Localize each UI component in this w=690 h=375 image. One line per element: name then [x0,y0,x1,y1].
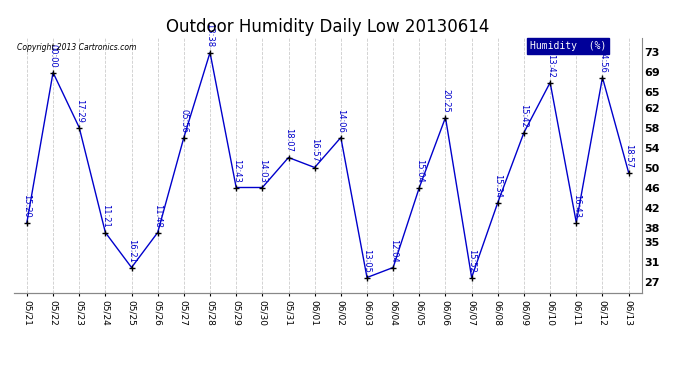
Text: 18:07: 18:07 [284,129,293,153]
Text: 14:06: 14:06 [336,109,345,132]
Title: Outdoor Humidity Daily Low 20130614: Outdoor Humidity Daily Low 20130614 [166,18,489,36]
Text: 13:38: 13:38 [206,23,215,48]
Text: 15:52: 15:52 [467,249,476,273]
Text: 15:04: 15:04 [415,159,424,183]
Text: 18:57: 18:57 [624,144,633,168]
Text: 13:42: 13:42 [546,54,555,78]
Text: 16:43: 16:43 [572,194,581,217]
Text: 00:00: 00:00 [48,44,57,68]
Text: 11:48: 11:48 [153,204,162,228]
Text: 15:34: 15:34 [493,174,502,198]
Text: 17:29: 17:29 [75,99,83,123]
Text: 14:03: 14:03 [258,159,267,183]
Text: 15:20: 15:20 [22,194,31,217]
Text: 05:56: 05:56 [179,109,188,132]
Text: 14:56: 14:56 [598,49,607,72]
Text: 16:21: 16:21 [127,238,136,262]
Text: Copyright 2013 Cartronics.com: Copyright 2013 Cartronics.com [17,43,137,52]
Text: 16:57: 16:57 [310,138,319,162]
Text: 15:42: 15:42 [520,104,529,128]
Text: Humidity  (%): Humidity (%) [530,41,607,51]
Text: 11:21: 11:21 [101,204,110,228]
Text: 12:43: 12:43 [232,159,241,183]
Text: 13:05: 13:05 [362,249,371,273]
Text: 20:25: 20:25 [441,89,450,112]
Text: 12:04: 12:04 [388,239,397,262]
